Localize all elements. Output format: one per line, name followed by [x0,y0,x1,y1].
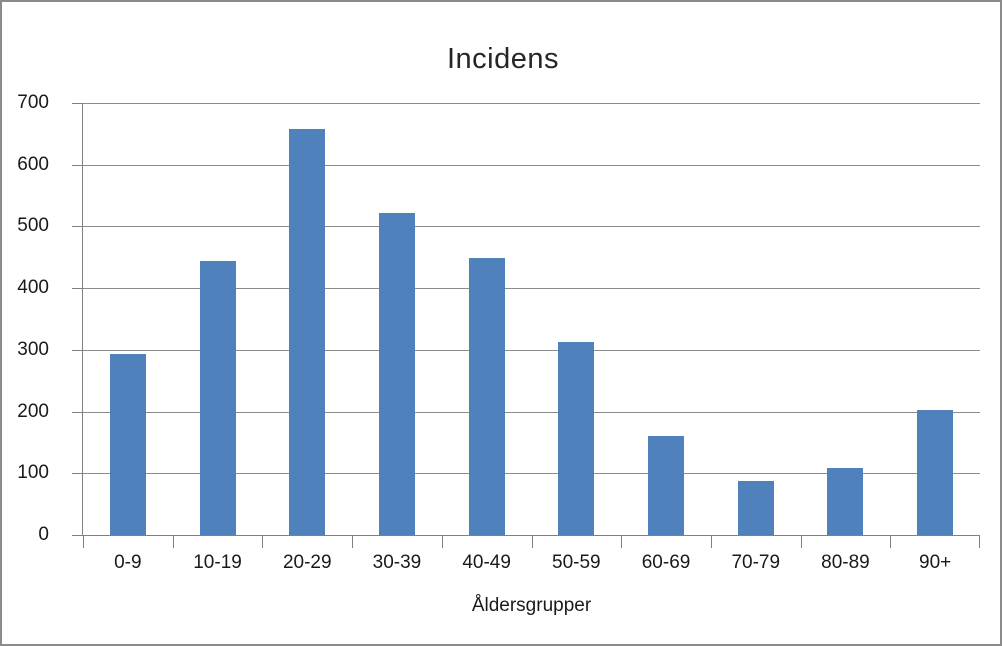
x-tick-label-0-9: 0-9 [114,552,142,573]
y-tick-label-0: 0 [38,524,49,545]
bar-80-89 [827,468,864,535]
plot-area [83,103,980,535]
bar-70-79 [737,481,774,535]
y-tick-label-700: 700 [17,92,49,113]
x-tick-6 [621,535,623,548]
y-tick-0 [72,535,82,536]
bar-0-9 [109,353,146,535]
gridline-400 [83,288,980,290]
x-axis-title: Åldersgrupper [471,595,592,616]
gridline-200 [83,411,980,413]
chart-title: Incidens [446,43,559,75]
y-tick-label-200: 200 [17,400,49,422]
x-tick-10 [979,535,980,548]
y-tick-label-100: 100 [17,462,49,484]
y-tick-label-500: 500 [17,215,49,237]
y-tick-300 [72,349,82,351]
gridline-700 [83,103,980,104]
x-tick-3 [352,535,354,548]
x-tick-label-80-89: 80-89 [821,552,870,573]
x-tick-label-70-79: 70-79 [731,552,781,573]
gridline-500 [83,226,980,228]
y-tick-100 [72,473,82,475]
gridline-600 [83,164,980,166]
gridline-300 [83,349,980,351]
y-tick-500 [72,226,82,228]
bar-40-49 [468,257,505,535]
bar-20-29 [289,128,326,535]
x-axis-line [82,535,980,536]
x-tick-7 [710,535,712,548]
y-tick-label-600: 600 [17,153,49,175]
y-tick-label-300: 300 [17,338,49,360]
x-tick-9 [890,535,892,548]
y-axis-line [82,103,83,536]
x-tick-5 [531,535,533,548]
x-tick-label-60-69: 60-69 [641,552,691,573]
gridline-100 [83,473,980,475]
y-tick-700 [72,103,82,104]
x-tick-label-30-39: 30-39 [372,552,422,573]
x-tick-label-20-29: 20-29 [282,552,332,573]
bar-10-19 [199,261,236,535]
y-tick-label-400: 400 [17,277,49,299]
x-tick-label-50-59: 50-59 [552,552,601,573]
y-tick-600 [72,164,82,166]
bar-50-59 [558,341,595,535]
bar-90+ [917,409,954,535]
y-tick-400 [72,288,82,290]
x-tick-4 [441,535,443,548]
bar-60-69 [648,436,685,535]
y-tick-200 [72,411,82,413]
x-tick-label-40-49: 40-49 [462,552,511,573]
x-tick-0 [83,535,84,548]
x-tick-label-10-19: 10-19 [193,552,242,573]
x-tick-8 [800,535,802,548]
x-tick-1 [172,535,174,548]
x-tick-label-90+: 90+ [919,552,952,573]
bar-30-39 [378,213,415,535]
x-tick-2 [262,535,264,548]
